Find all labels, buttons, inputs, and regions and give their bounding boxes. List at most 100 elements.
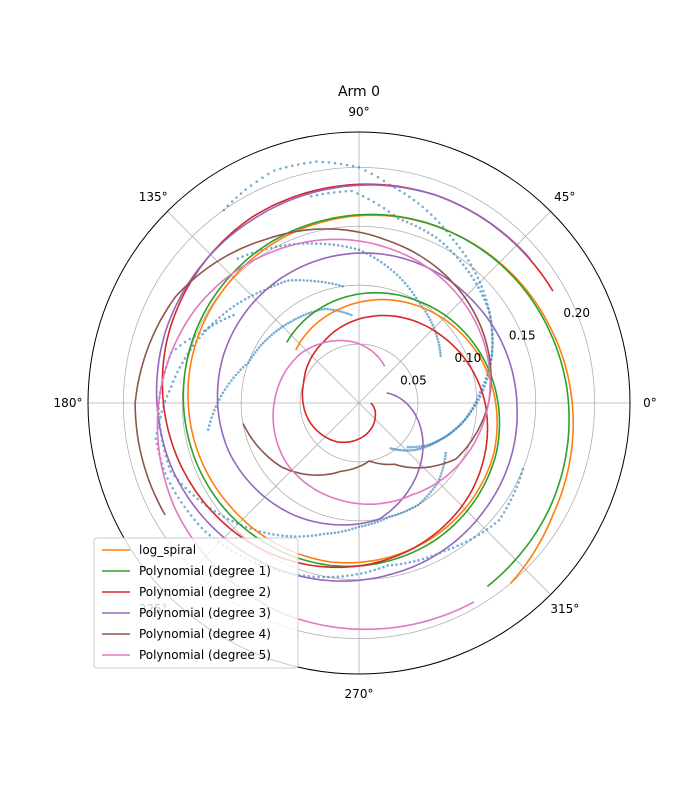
data-point bbox=[382, 518, 386, 521]
data-point bbox=[341, 285, 344, 288]
data-point bbox=[174, 491, 177, 495]
data-point bbox=[279, 167, 282, 171]
data-point bbox=[376, 176, 380, 179]
data-point bbox=[437, 343, 441, 347]
data-point bbox=[423, 446, 426, 449]
data-point bbox=[279, 326, 283, 330]
data-point bbox=[320, 308, 324, 311]
data-point bbox=[252, 353, 255, 357]
data-point bbox=[223, 317, 227, 321]
data-point bbox=[232, 305, 236, 308]
data-point bbox=[336, 575, 340, 578]
data-point bbox=[306, 242, 309, 245]
data-point bbox=[248, 358, 252, 362]
data-point bbox=[347, 312, 351, 316]
data-point bbox=[218, 398, 221, 401]
data-point bbox=[421, 499, 424, 503]
data-point bbox=[398, 276, 402, 279]
data-point bbox=[283, 244, 287, 247]
data-point bbox=[331, 282, 334, 286]
data-point bbox=[433, 485, 437, 489]
data-point bbox=[321, 160, 325, 164]
data-point bbox=[213, 408, 216, 412]
data-point bbox=[315, 193, 319, 197]
data-point bbox=[287, 279, 290, 282]
data-point bbox=[259, 290, 262, 294]
data-point bbox=[412, 560, 416, 563]
series-line bbox=[156, 238, 491, 631]
data-point bbox=[382, 206, 386, 210]
data-point bbox=[240, 300, 243, 303]
data-point bbox=[438, 349, 442, 352]
data-point bbox=[376, 520, 380, 523]
data-point bbox=[357, 248, 361, 252]
data-point bbox=[326, 307, 329, 311]
data-point bbox=[241, 366, 245, 369]
data-point bbox=[323, 242, 327, 246]
data-point bbox=[179, 344, 182, 347]
data-point bbox=[338, 284, 341, 287]
data-point bbox=[334, 283, 338, 286]
angular-gridline bbox=[358, 402, 551, 595]
data-point bbox=[408, 195, 411, 199]
data-point bbox=[323, 307, 327, 311]
data-point bbox=[489, 525, 493, 528]
data-point bbox=[457, 424, 461, 428]
data-point bbox=[326, 532, 329, 535]
data-point bbox=[299, 315, 303, 318]
data-point bbox=[217, 512, 221, 516]
data-point bbox=[244, 363, 247, 367]
data-point bbox=[251, 294, 254, 297]
data-point bbox=[232, 376, 235, 380]
data-point bbox=[166, 460, 169, 463]
data-point bbox=[427, 315, 431, 319]
data-point bbox=[502, 511, 506, 514]
data-point bbox=[491, 345, 494, 348]
data-point bbox=[327, 161, 331, 164]
data-point bbox=[192, 494, 195, 497]
data-point bbox=[411, 506, 414, 510]
data-point bbox=[167, 390, 171, 393]
data-point bbox=[493, 522, 497, 525]
data-point bbox=[480, 285, 483, 288]
data-point bbox=[430, 233, 434, 237]
data-point bbox=[418, 226, 422, 230]
data-point bbox=[322, 575, 325, 579]
data-point bbox=[304, 312, 308, 316]
data-point bbox=[347, 528, 351, 532]
data-point bbox=[459, 259, 462, 263]
data-point bbox=[211, 412, 215, 416]
data-point bbox=[444, 451, 448, 455]
data-point bbox=[196, 522, 200, 526]
data-point bbox=[490, 349, 494, 352]
series-lines bbox=[134, 183, 574, 631]
data-point bbox=[410, 222, 413, 226]
data-point bbox=[166, 477, 169, 480]
data-point bbox=[171, 380, 175, 383]
data-point bbox=[474, 400, 478, 404]
data-point bbox=[222, 515, 225, 518]
data-point bbox=[261, 341, 265, 345]
data-point bbox=[206, 428, 210, 431]
data-point bbox=[452, 238, 455, 241]
data-point bbox=[285, 534, 289, 538]
data-point bbox=[483, 298, 486, 301]
data-point bbox=[490, 328, 494, 331]
data-point bbox=[318, 533, 322, 536]
data-point bbox=[273, 169, 276, 172]
data-point bbox=[416, 448, 419, 451]
theta-tick-label: 90° bbox=[348, 105, 369, 119]
data-point bbox=[398, 448, 402, 452]
data-point bbox=[279, 244, 282, 248]
data-point bbox=[466, 415, 469, 418]
legend-label: Polynomial (degree 5) bbox=[139, 648, 271, 662]
data-point bbox=[211, 322, 214, 326]
data-point bbox=[367, 523, 370, 526]
data-point bbox=[309, 161, 312, 164]
data-point bbox=[397, 512, 400, 516]
data-point bbox=[163, 472, 167, 475]
data-point bbox=[322, 532, 326, 536]
data-point bbox=[491, 340, 494, 344]
data-point bbox=[439, 351, 442, 355]
data-point bbox=[417, 558, 420, 562]
